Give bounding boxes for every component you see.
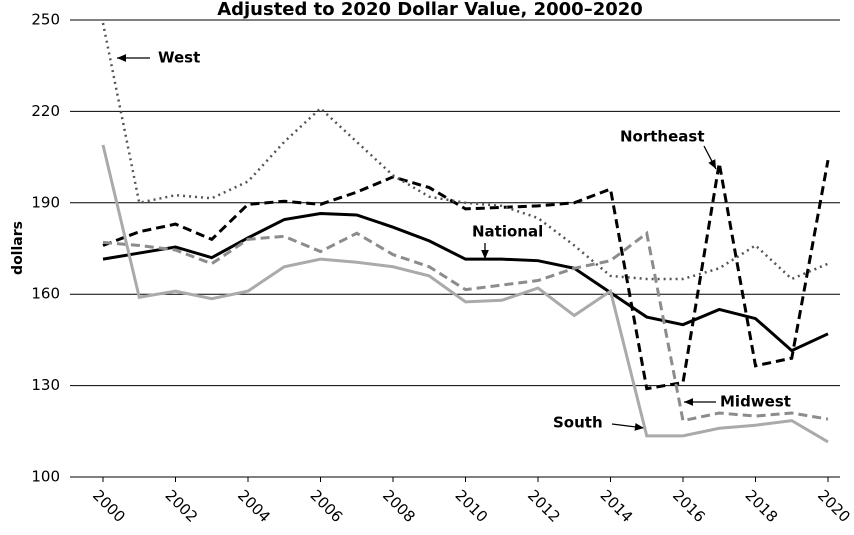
x-tick-label: 2004 <box>234 486 274 526</box>
series-label: Midwest <box>720 393 791 411</box>
x-tick-label: 2002 <box>161 486 201 526</box>
x-tick-label: 2014 <box>596 486 636 526</box>
series-line <box>102 159 830 391</box>
x-tick-label: 2008 <box>379 486 419 526</box>
x-tick-label: 2016 <box>669 486 709 526</box>
x-tick-label: 2010 <box>451 486 491 526</box>
x-tick-label: 2012 <box>524 486 564 526</box>
series-line <box>102 230 829 423</box>
series-label: National <box>472 223 543 241</box>
x-tick-label: 2006 <box>306 486 346 526</box>
series-label: South <box>553 414 603 432</box>
annotation-arrows <box>117 54 717 431</box>
y-tick-label: 220 <box>31 102 60 120</box>
series-line <box>102 211 829 353</box>
series-label: Northeast <box>620 128 705 146</box>
y-axis-label: dollars <box>10 221 26 275</box>
chart-title: Adjusted to 2020 Dollar Value, 2000–2020 <box>217 0 643 20</box>
y-tick-label: 190 <box>31 193 60 211</box>
y-tick-label: 100 <box>31 468 60 486</box>
y-tick-label: 160 <box>31 285 60 303</box>
x-tick-label: 2018 <box>741 486 781 526</box>
series-label: West <box>158 49 200 67</box>
x-tick-label: 2000 <box>89 486 129 526</box>
y-tick-label: 130 <box>31 376 60 394</box>
x-tick-label: 2020 <box>814 486 854 526</box>
series-line <box>101 144 829 444</box>
series-line <box>101 22 829 281</box>
y-tick-label: 250 <box>31 11 60 29</box>
